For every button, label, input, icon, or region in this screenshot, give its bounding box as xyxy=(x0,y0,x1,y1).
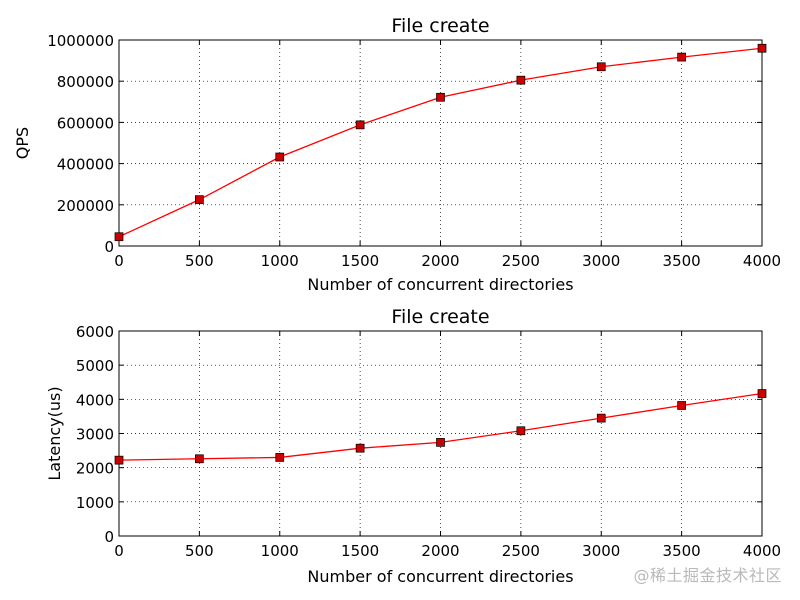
panel2-x-tick-label: 3000 xyxy=(582,542,620,560)
panel1-x-tick-label: 4000 xyxy=(743,252,781,270)
panel2-x-tick-label: 1000 xyxy=(261,542,299,560)
panel1-y-axis-label: QPS xyxy=(13,127,32,159)
panel2-x-tick-label: 4000 xyxy=(743,542,781,560)
panel2-y-tick-label: 1000 xyxy=(76,494,114,512)
panel2-x-axis-label: Number of concurrent directories xyxy=(307,567,573,586)
panel1-x-tick-label: 0 xyxy=(114,252,124,270)
panel2-y-tick-label: 0 xyxy=(104,528,114,546)
panel2-data-point xyxy=(757,389,767,398)
panel2-y-tick-label: 6000 xyxy=(76,323,114,341)
panel1-chart-title: File create xyxy=(391,15,489,37)
panel1-data-point xyxy=(596,62,606,72)
panel2-y-tick-label: 3000 xyxy=(76,426,114,444)
panel2-data-point xyxy=(114,455,124,465)
panel2-data-point xyxy=(275,453,285,462)
panel1-x-axis-label: Number of concurrent directories xyxy=(307,275,573,294)
panel1-data-point xyxy=(275,152,285,162)
panel2-data-point xyxy=(195,454,204,464)
panel1-x-tick-label: 2000 xyxy=(421,252,459,270)
panel1-y-tick-label: 400000 xyxy=(57,156,114,174)
panel1-data-point xyxy=(677,52,686,62)
panel1-y-tick-label: 800000 xyxy=(57,73,114,91)
panel2-chart-title: File create xyxy=(391,306,489,328)
panel1-x-tick-label: 1000 xyxy=(261,252,299,270)
panel1-x-tick-label: 3500 xyxy=(663,252,701,270)
panel1-y-tick-label: 600000 xyxy=(57,114,114,132)
panel2-x-tick-label: 2000 xyxy=(421,542,459,560)
panel2-data-point xyxy=(516,426,526,436)
panel2-data-point xyxy=(677,401,686,410)
panel2-x-tick-label: 0 xyxy=(114,542,124,560)
panel1-data-point xyxy=(114,232,124,242)
panel2-x-tick-label: 2500 xyxy=(502,542,540,560)
panel1-data-point xyxy=(757,43,767,53)
panel1-data-point xyxy=(355,120,365,130)
panel1-x-tick-label: 1500 xyxy=(341,252,379,270)
panel2-x-tick-label: 500 xyxy=(185,542,214,560)
panel2-data-point xyxy=(436,438,445,447)
panel2-data-point xyxy=(596,413,606,423)
panel2-plot-frame xyxy=(118,330,763,537)
panel2-y-tick-label: 4000 xyxy=(76,391,114,409)
watermark: @稀土掘金技术社区 xyxy=(633,566,782,585)
panel2-y-tick-label: 5000 xyxy=(76,357,114,375)
panel1-y-tick-label: 200000 xyxy=(57,197,114,215)
panel1-x-tick-label: 2500 xyxy=(502,252,540,270)
panel1-x-tick-label: 500 xyxy=(185,252,214,270)
panel1-data-point xyxy=(195,195,204,204)
panel2-y-tick-label: 2000 xyxy=(76,460,114,478)
panel1-plot-frame xyxy=(118,39,763,247)
panel1-x-tick-label: 3000 xyxy=(582,252,620,270)
panel1-y-tick-label: 1000000 xyxy=(47,32,114,50)
panel1-data-point xyxy=(516,75,526,85)
panel2-data-point xyxy=(355,443,365,453)
panel2-y-axis-label: Latency(us) xyxy=(45,386,64,480)
panel2-x-tick-label: 3500 xyxy=(663,542,701,560)
panel2-x-tick-label: 1500 xyxy=(341,542,379,560)
panel1-data-point xyxy=(436,92,445,102)
panel1-y-tick-label: 0 xyxy=(104,238,114,256)
